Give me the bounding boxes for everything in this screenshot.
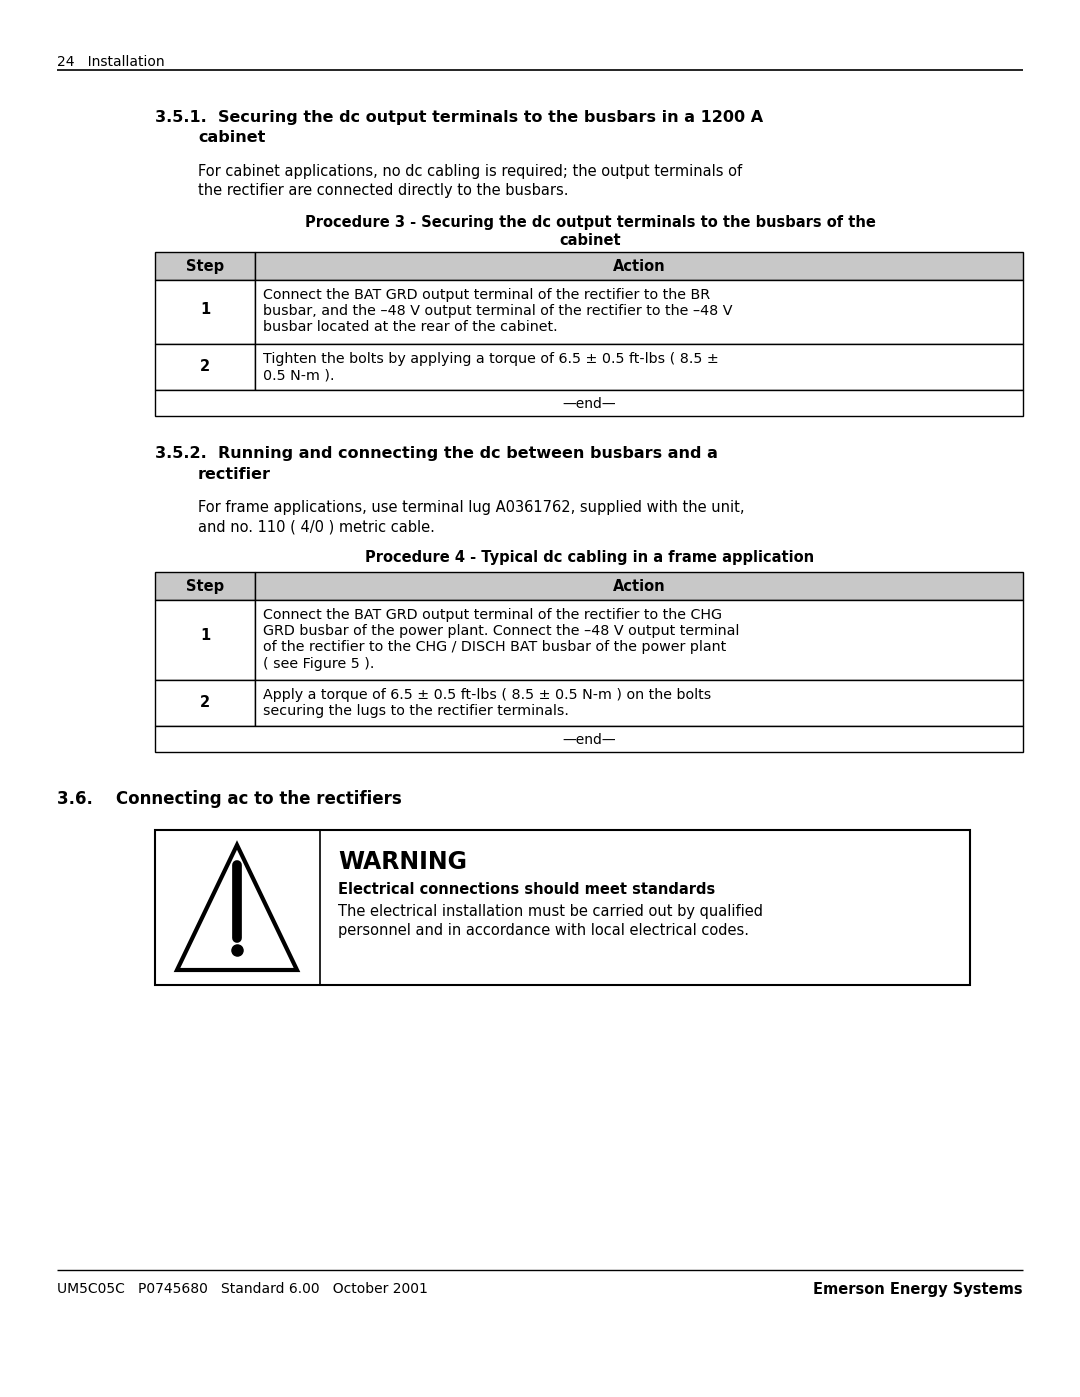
Text: 2: 2	[200, 359, 211, 374]
Text: WARNING: WARNING	[338, 849, 467, 875]
Bar	[255, 680, 1023, 726]
Text: Electrical connections should meet standards: Electrical connections should meet stand…	[338, 882, 715, 897]
Bar	[156, 726, 1023, 752]
Text: —end—: —end—	[563, 733, 616, 747]
Text: For frame applications, use terminal lug A0361762, supplied with the unit,: For frame applications, use terminal lug…	[198, 500, 744, 515]
Text: 3.5.1.  Securing the dc output terminals to the busbars in a 1200 A: 3.5.1. Securing the dc output terminals …	[156, 110, 764, 124]
Text: 3.6.    Connecting ac to the rectifiers: 3.6. Connecting ac to the rectifiers	[57, 789, 402, 807]
Text: Procedure 3 - Securing the dc output terminals to the busbars of the: Procedure 3 - Securing the dc output ter…	[305, 215, 876, 231]
Bar	[156, 344, 255, 390]
Bar	[255, 251, 1023, 279]
Bar	[156, 279, 255, 344]
Text: Action: Action	[612, 258, 665, 274]
Bar	[156, 680, 255, 726]
Text: Procedure 4 - Typical dc cabling in a frame application: Procedure 4 - Typical dc cabling in a fr…	[365, 550, 814, 564]
Text: Apply a torque of 6.5 ± 0.5 ft-lbs ( 8.5 ± 0.5 N-m ) on the bolts
securing the l: Apply a torque of 6.5 ± 0.5 ft-lbs ( 8.5…	[264, 687, 712, 718]
Text: Step: Step	[186, 578, 224, 594]
Text: Action: Action	[612, 578, 665, 594]
Text: 3.5.2.  Running and connecting the dc between busbars and a: 3.5.2. Running and connecting the dc bet…	[156, 446, 718, 461]
Text: UM5C05C   P0745680   Standard 6.00   October 2001: UM5C05C P0745680 Standard 6.00 October 2…	[57, 1282, 428, 1296]
Text: cabinet: cabinet	[198, 130, 266, 145]
Text: 24   Installation: 24 Installation	[57, 54, 164, 68]
Text: 1: 1	[200, 302, 211, 317]
Text: the rectifier are connected directly to the busbars.: the rectifier are connected directly to …	[198, 183, 568, 198]
Text: For cabinet applications, no dc cabling is required; the output terminals of: For cabinet applications, no dc cabling …	[198, 163, 742, 179]
Text: 2: 2	[200, 694, 211, 710]
Bar	[255, 344, 1023, 390]
Text: personnel and in accordance with local electrical codes.: personnel and in accordance with local e…	[338, 923, 750, 937]
Bar	[255, 279, 1023, 344]
Text: Tighten the bolts by applying a torque of 6.5 ± 0.5 ft-lbs ( 8.5 ±
0.5 N-m ).: Tighten the bolts by applying a torque o…	[264, 352, 719, 383]
PathPatch shape	[177, 845, 297, 970]
Text: Emerson Energy Systems: Emerson Energy Systems	[813, 1282, 1023, 1296]
Bar	[156, 599, 255, 680]
Text: Connect the BAT GRD output terminal of the rectifier to the BR
busbar, and the –: Connect the BAT GRD output terminal of t…	[264, 288, 732, 334]
Text: and no. 110 ( 4/0 ) metric cable.: and no. 110 ( 4/0 ) metric cable.	[198, 520, 435, 534]
Text: Step: Step	[186, 258, 224, 274]
Text: Connect the BAT GRD output terminal of the rectifier to the CHG
GRD busbar of th: Connect the BAT GRD output terminal of t…	[264, 608, 740, 671]
Bar	[156, 830, 970, 985]
Bar	[156, 251, 255, 279]
Text: 1: 1	[200, 629, 211, 643]
Bar	[255, 599, 1023, 680]
Bar	[156, 571, 255, 599]
Text: The electrical installation must be carried out by qualified: The electrical installation must be carr…	[338, 904, 762, 919]
Text: —end—: —end—	[563, 397, 616, 411]
Text: cabinet: cabinet	[559, 233, 621, 249]
Text: rectifier: rectifier	[198, 467, 271, 482]
Bar	[255, 571, 1023, 599]
Bar	[156, 390, 1023, 416]
